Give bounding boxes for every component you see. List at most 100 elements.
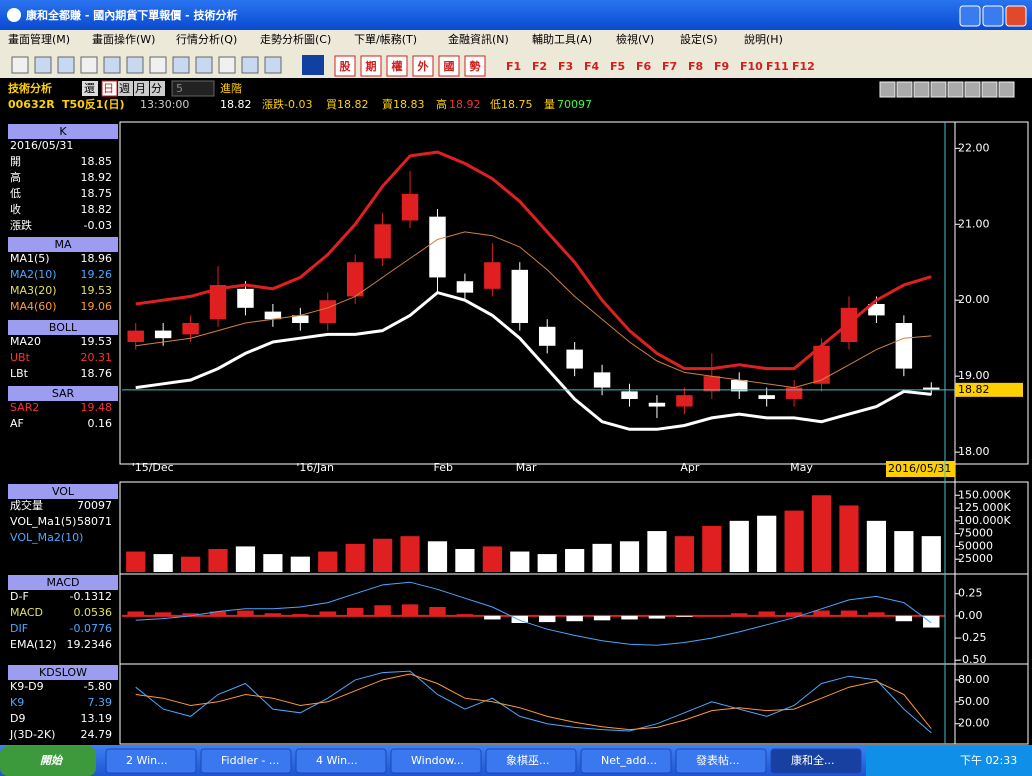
menu-item[interactable]: 畫面管理(M) xyxy=(8,32,70,46)
task-button[interactable] xyxy=(390,748,482,774)
fkey-button[interactable]: F1 xyxy=(506,60,521,73)
fkey-button[interactable]: F10 xyxy=(740,60,763,73)
candle-body xyxy=(648,402,666,407)
row-label: K9 xyxy=(10,696,24,709)
fkey-button[interactable]: F11 xyxy=(766,60,789,73)
tool-icon[interactable] xyxy=(149,56,167,74)
section-header xyxy=(8,237,118,252)
task-label: 象棋巫... xyxy=(506,753,550,767)
menu-item[interactable]: 金融資訊(N) xyxy=(448,32,509,46)
y-tick-label: 25000 xyxy=(958,552,993,565)
macd-bar xyxy=(758,611,775,616)
fkey-button[interactable]: F6 xyxy=(636,60,652,73)
chart-tool[interactable] xyxy=(930,81,947,98)
fkey-button[interactable]: F3 xyxy=(558,60,573,73)
volume-bar xyxy=(455,548,475,572)
candle-body xyxy=(923,387,940,390)
menu-item[interactable]: 設定(S) xyxy=(680,32,718,46)
task-button[interactable] xyxy=(770,748,862,774)
minutes-box[interactable] xyxy=(171,80,215,97)
candle-body xyxy=(676,395,693,407)
menu-item[interactable]: 下單/帳務(T) xyxy=(354,32,417,46)
volume-bar xyxy=(757,515,777,572)
chart-tool[interactable] xyxy=(947,81,964,98)
quick-button[interactable] xyxy=(334,55,356,77)
tool-icon[interactable] xyxy=(126,56,144,74)
period-button[interactable] xyxy=(101,80,118,97)
period-button[interactable] xyxy=(118,81,133,96)
fkey-button[interactable]: F4 xyxy=(584,60,600,73)
row-label: DIF xyxy=(10,622,28,635)
menu-item[interactable]: 說明(H) xyxy=(744,32,783,46)
tool-icon[interactable] xyxy=(241,56,259,74)
minimize-button[interactable] xyxy=(959,5,981,27)
tool-icon[interactable] xyxy=(195,56,213,74)
task-button[interactable] xyxy=(580,748,672,774)
task-button[interactable] xyxy=(485,748,577,774)
menu-item[interactable]: 走勢分析圖(C) xyxy=(260,32,331,46)
quick-button[interactable] xyxy=(412,55,434,77)
fkey-button[interactable]: F2 xyxy=(532,60,547,73)
tool-icon[interactable] xyxy=(218,56,236,74)
period-button[interactable] xyxy=(134,81,149,96)
fkey-button[interactable]: F7 xyxy=(662,60,677,73)
row-label: LBt xyxy=(10,367,29,380)
tool-icon[interactable] xyxy=(264,56,282,74)
row-label: 開 xyxy=(10,155,21,168)
chart-tool[interactable] xyxy=(913,81,930,98)
x-tick-label: '16/Jan xyxy=(296,461,334,474)
tool-icon[interactable] xyxy=(57,56,75,74)
task-button[interactable] xyxy=(675,748,767,774)
quick-button[interactable] xyxy=(438,55,460,77)
section-title: MACD xyxy=(47,576,80,589)
y-tick-label: 80.00 xyxy=(958,673,990,686)
macd-bar xyxy=(621,615,638,620)
chart-tool[interactable] xyxy=(896,81,913,98)
section-title: VOL xyxy=(52,485,75,498)
menu-item[interactable]: 檢視(V) xyxy=(616,32,654,46)
advanced-label[interactable]: 進階 xyxy=(220,81,242,95)
row-value: 24.79 xyxy=(81,728,113,741)
quick-button[interactable] xyxy=(360,55,382,77)
volume-bar xyxy=(729,520,749,572)
fkey-button[interactable]: F5 xyxy=(610,60,625,73)
y-tick-label: 20.00 xyxy=(958,293,990,306)
volume-bar xyxy=(373,538,393,572)
fkey-button[interactable]: F8 xyxy=(688,60,703,73)
task-button[interactable] xyxy=(200,748,292,774)
restore-button[interactable] xyxy=(82,81,98,96)
macd-bar xyxy=(785,612,803,616)
menu-item[interactable]: 行情分析(Q) xyxy=(176,32,237,46)
tool-icon[interactable] xyxy=(103,56,121,74)
chart-tool[interactable] xyxy=(964,81,981,98)
fkey-button[interactable]: F9 xyxy=(714,60,729,73)
row-value: -0.0776 xyxy=(70,622,112,635)
quick-button[interactable] xyxy=(386,55,408,77)
start-button[interactable] xyxy=(0,746,96,776)
menu-item[interactable]: 畫面操作(W) xyxy=(92,32,155,46)
close-button[interactable] xyxy=(1005,5,1027,27)
quick-label: 股 xyxy=(340,60,352,73)
task-button[interactable] xyxy=(295,748,387,774)
fkey-button[interactable]: F12 xyxy=(792,60,815,73)
maximize-button[interactable] xyxy=(982,5,1004,27)
tool-icon[interactable] xyxy=(172,56,190,74)
period-button[interactable] xyxy=(150,81,165,96)
chart-tool[interactable] xyxy=(998,81,1015,98)
chart-tool[interactable] xyxy=(981,81,998,98)
task-button[interactable] xyxy=(105,748,197,774)
quick-button[interactable] xyxy=(464,55,486,77)
row-value: 19.48 xyxy=(81,401,113,414)
candle-body xyxy=(538,326,556,346)
logo-icon[interactable] xyxy=(302,55,324,75)
tool-icon[interactable] xyxy=(11,56,29,74)
task-label: 2 Win... xyxy=(126,754,168,767)
tool-icon[interactable] xyxy=(80,56,98,74)
y-tick-label: 19.00 xyxy=(958,369,990,382)
row-label: 2016/05/31 xyxy=(10,139,73,152)
tool-icon[interactable] xyxy=(34,56,52,74)
row-label: 低 xyxy=(10,187,21,200)
chart-tool[interactable] xyxy=(879,81,896,98)
menu-item[interactable]: 輔助工具(A) xyxy=(532,32,592,46)
period-label: 分 xyxy=(151,82,162,95)
